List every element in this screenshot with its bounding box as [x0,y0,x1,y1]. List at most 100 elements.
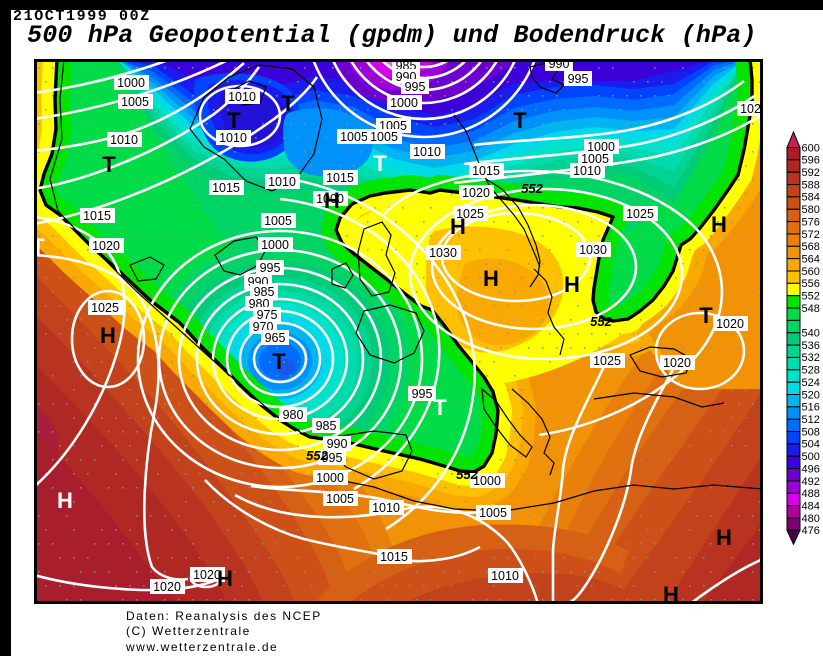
svg-text:496: 496 [802,463,820,475]
svg-text:T: T [272,349,286,374]
svg-text:H: H [450,214,466,239]
svg-text:1005: 1005 [121,95,149,109]
svg-text:1005: 1005 [340,130,368,144]
svg-text:1010: 1010 [413,145,441,159]
svg-text:T: T [513,108,527,133]
svg-text:1025: 1025 [740,102,763,116]
svg-text:1010: 1010 [228,90,256,104]
svg-text:1000: 1000 [316,192,344,206]
svg-text:1025: 1025 [456,207,484,221]
svg-text:1005: 1005 [479,506,507,520]
svg-text:532: 532 [802,352,820,364]
svg-text:995: 995 [322,451,343,465]
svg-text:1030: 1030 [579,243,607,257]
svg-text:528: 528 [802,365,820,377]
svg-text:576: 576 [802,216,820,228]
svg-text:508: 508 [802,426,820,438]
svg-text:1000: 1000 [587,140,615,154]
svg-text:564: 564 [802,253,820,265]
svg-text:1020: 1020 [92,239,120,253]
svg-text:H: H [57,488,73,513]
svg-text:552: 552 [802,291,820,303]
svg-text:1005: 1005 [581,152,609,166]
svg-text:985: 985 [254,285,275,299]
svg-text:572: 572 [802,229,820,241]
svg-text:H: H [711,212,727,237]
svg-text:1015: 1015 [83,209,111,223]
svg-text:H: H [100,323,116,348]
svg-text:990: 990 [327,437,348,451]
svg-text:552: 552 [521,181,543,196]
svg-text:584: 584 [802,192,820,204]
svg-text:516: 516 [802,402,820,414]
svg-text:1015: 1015 [380,550,408,564]
svg-text:568: 568 [802,241,820,253]
svg-text:T: T [433,395,447,420]
svg-text:1020: 1020 [663,356,691,370]
svg-text:1000: 1000 [261,238,289,252]
svg-text:480: 480 [802,513,820,525]
svg-text:1005: 1005 [326,492,354,506]
svg-text:T: T [34,234,45,259]
svg-text:1015: 1015 [472,164,500,178]
svg-text:985: 985 [316,419,337,433]
svg-text:520: 520 [802,389,820,401]
svg-text:T: T [373,151,387,176]
svg-text:1000: 1000 [473,474,501,488]
svg-text:1010: 1010 [110,133,138,147]
svg-text:1025: 1025 [91,301,119,315]
svg-text:512: 512 [802,414,820,426]
svg-text:1010: 1010 [268,175,296,189]
svg-text:980: 980 [283,408,304,422]
svg-text:488: 488 [802,488,820,500]
svg-text:536: 536 [802,340,820,352]
svg-text:476: 476 [802,525,820,537]
svg-text:1000: 1000 [316,471,344,485]
svg-text:T: T [281,91,295,116]
svg-text:540: 540 [802,328,820,340]
svg-text:1010: 1010 [491,569,519,583]
svg-text:H: H [716,525,732,550]
svg-text:592: 592 [802,167,820,179]
svg-text:580: 580 [802,204,820,216]
svg-text:1025: 1025 [626,207,654,221]
svg-text:1020: 1020 [153,580,181,594]
svg-text:560: 560 [802,266,820,278]
svg-text:596: 596 [802,155,820,167]
svg-text:T: T [227,108,241,133]
svg-text:H: H [564,272,580,297]
svg-text:995: 995 [405,80,426,94]
svg-text:500: 500 [802,451,820,463]
svg-text:1015: 1015 [326,171,354,185]
svg-text:995: 995 [260,261,281,275]
svg-text:1010: 1010 [372,501,400,515]
svg-text:995: 995 [412,387,433,401]
svg-text:1005: 1005 [264,214,292,228]
svg-text:552: 552 [306,448,328,463]
svg-text:504: 504 [802,439,820,451]
svg-text:552: 552 [456,467,478,482]
svg-text:1025: 1025 [593,354,621,368]
svg-text:1020: 1020 [716,317,744,331]
svg-text:484: 484 [802,500,820,512]
svg-text:552: 552 [590,314,612,329]
svg-text:1015: 1015 [212,181,240,195]
svg-text:548: 548 [802,303,820,315]
svg-text:995: 995 [568,72,589,86]
svg-text:600: 600 [802,142,820,154]
svg-text:1010: 1010 [219,131,247,145]
svg-text:965: 965 [265,331,286,345]
svg-text:1020: 1020 [193,568,221,582]
svg-text:H: H [663,582,679,604]
svg-text:1000: 1000 [390,96,418,110]
svg-text:1020: 1020 [462,186,490,200]
svg-text:T: T [102,152,116,177]
svg-text:H: H [483,266,499,291]
svg-text:H: H [217,566,233,591]
svg-text:556: 556 [802,278,820,290]
svg-text:492: 492 [802,476,820,488]
svg-text:1000: 1000 [117,76,145,90]
svg-text:1030: 1030 [429,246,457,260]
svg-text:T: T [699,303,713,328]
svg-text:975: 975 [257,308,278,322]
